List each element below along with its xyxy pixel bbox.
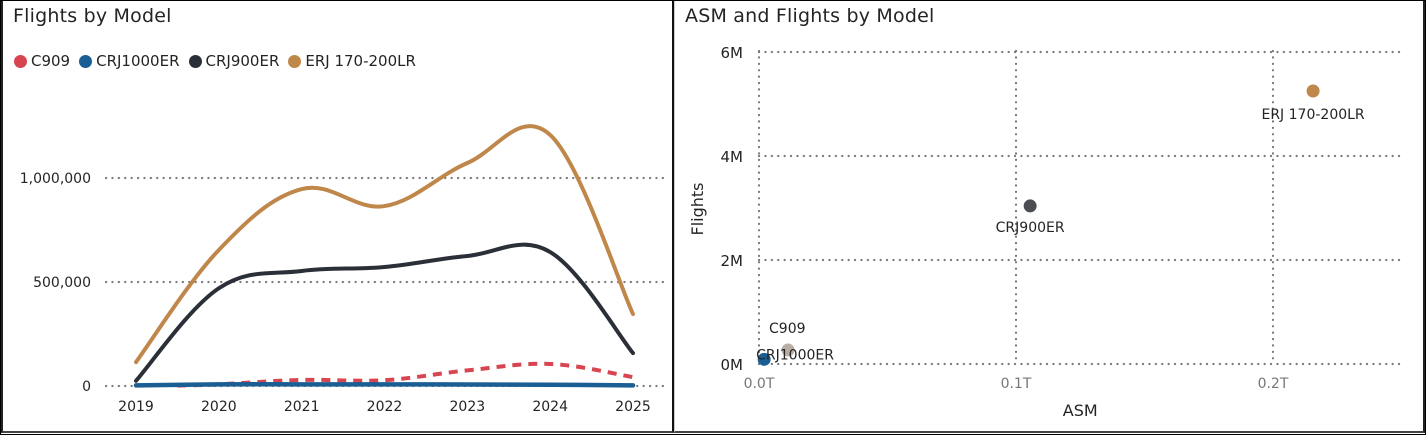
x-tick-label: 2021 [284,399,320,415]
legend-dot-icon [14,54,27,68]
y-tick-label: 2M [721,252,744,270]
x-tick-label: 2019 [118,399,154,415]
legend-dot-icon [79,54,93,68]
legend-item-c909[interactable]: C909 [14,52,70,70]
x-tick-label: 0.2T [1258,376,1289,392]
scatter-point-crj1000er[interactable] [757,352,771,366]
scatter-chart-plot[interactable]: 0M 2M 4M 6M 0.0T 0.1T 0.2T ASM Flights C909 CRJ100… [675,1,1423,431]
legend-label: CRJ1000ER [96,52,180,70]
x-axis-title: ASM [1063,401,1098,420]
data-label-crj900er: CRJ900ER [996,220,1065,236]
x-tick-label: 2023 [450,399,486,415]
scatter-point-crj900er[interactable] [1023,199,1037,213]
series-line-crj1000er[interactable] [133,382,636,388]
scatter-point-erj-170-200lr[interactable] [1306,84,1320,98]
legend-item-erj170[interactable]: ERJ 170-200LR [288,52,416,70]
legend-label: CRJ900ER [205,52,280,70]
scatter-point-c909[interactable] [781,343,795,357]
scatter-chart-title: ASM and Flights by Model [685,5,935,27]
legend-item-crj1000er[interactable]: CRJ1000ER [79,52,180,70]
line-chart-title: Flights by Model [13,5,172,27]
legend-label: ERJ 170-200LR [305,52,416,70]
x-tick-label: 2024 [532,399,568,415]
x-tick-label: 2022 [367,399,403,415]
legend-dot-icon [288,54,302,68]
y-tick-label: 500,000 [33,275,91,291]
y-tick-label: 1,000,000 [20,171,91,187]
x-tick-label: 0.1T [1001,376,1032,392]
legend-label: C909 [31,52,71,70]
y-tick-label: 0M [721,356,744,374]
series-line-erj-170-200lr[interactable] [134,124,635,365]
line-chart-legend: C909 CRJ1000ER CRJ900ER ERJ 170-200LR [14,52,425,70]
asm-flights-panel[interactable]: ASM and Flights by Model 0M 2M 4M 6M 0.0T 0.1… [674,1,1425,433]
y-tick-label: 0 [82,379,91,395]
line-chart-plot[interactable]: 0 500,000 1,000,000 2019 2020 2021 2022 2023 202… [3,1,672,431]
legend-item-crj900er[interactable]: CRJ900ER [188,52,280,70]
data-label-c909: C909 [769,321,806,337]
y-axis-title: Flights [688,183,707,236]
series-line-crj900er[interactable] [134,242,635,383]
flights-by-model-panel[interactable]: Flights by Model C909 CRJ1000ER CRJ900ER… [1,1,674,433]
legend-dot-icon [188,54,202,68]
x-tick-label: 2025 [615,399,651,415]
series-line-c909[interactable] [177,361,634,388]
x-tick-label: 2020 [201,399,237,415]
x-tick-label: 0.0T [744,376,775,392]
y-tick-label: 4M [721,148,744,166]
data-label-crj1000er: CRJ1000ER [756,347,834,363]
data-label-erj-170-200lr: ERJ 170-200LR [1261,107,1364,123]
y-tick-label: 6M [721,44,744,62]
